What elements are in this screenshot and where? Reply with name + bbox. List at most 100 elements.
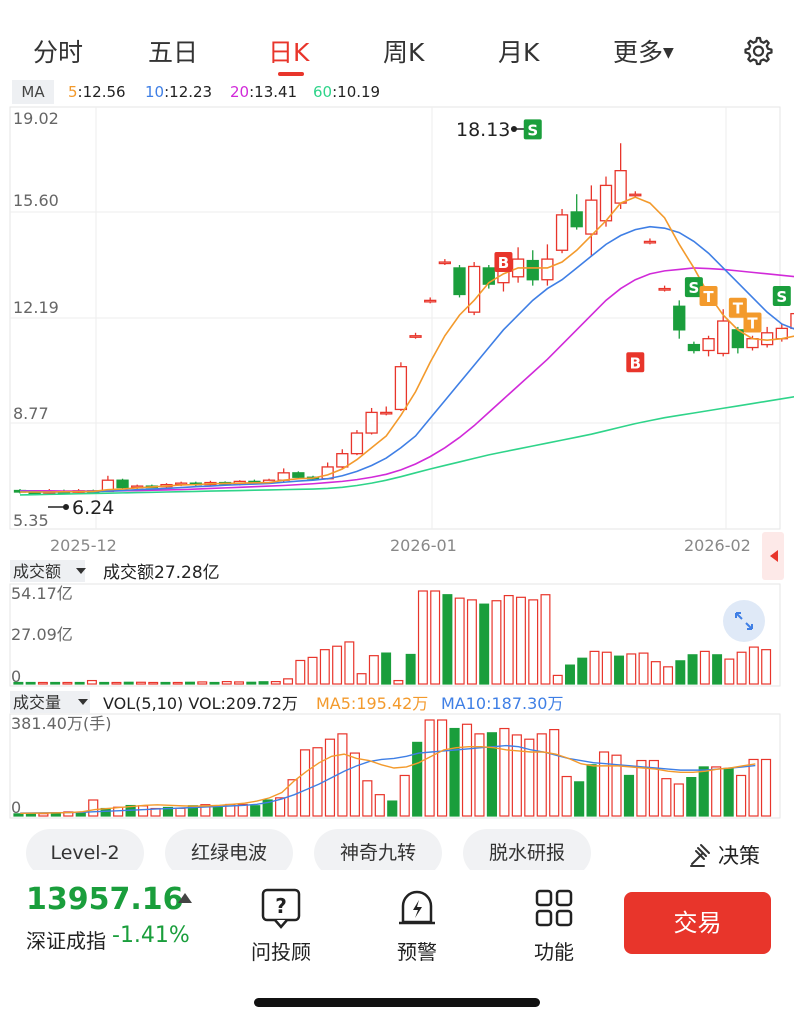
high-price-marker-dot — [511, 126, 517, 132]
volume-bar — [437, 719, 448, 817]
candle-body — [761, 332, 774, 346]
volume-bar — [349, 752, 360, 817]
signal-badge[interactable] — [494, 252, 513, 273]
caret-left-icon — [770, 550, 778, 562]
pill-research[interactable]: 脱水研报 — [463, 829, 591, 877]
tab-weekly-k[interactable]: 周K — [383, 38, 425, 67]
candle-body — [643, 240, 657, 244]
turnover-bar — [86, 679, 97, 685]
ma10-line — [19, 225, 794, 493]
turnover-bar — [135, 681, 146, 685]
volume-bar — [75, 812, 86, 817]
price-tick-3: 12.19 — [13, 298, 59, 317]
volume-bar — [698, 766, 709, 817]
signal-badge[interactable] — [743, 312, 762, 333]
candle-body — [336, 453, 349, 468]
turnover-bar — [172, 681, 183, 685]
turnover-bar — [246, 681, 257, 685]
expand-button[interactable] — [723, 600, 765, 642]
signal-badge[interactable] — [728, 297, 747, 318]
ma20-legend: 20:13.41 — [230, 83, 297, 101]
volume-bar — [561, 775, 572, 817]
price-tick-1: 19.02 — [13, 109, 59, 128]
signal-badge[interactable] — [626, 352, 645, 373]
tab-daily-k[interactable]: 日K — [268, 38, 310, 67]
volume-bar — [312, 747, 323, 817]
turnover-panel-frame — [9, 583, 781, 687]
tab-more[interactable]: 更多▼ — [613, 33, 674, 69]
volume-panel-frame — [9, 713, 781, 819]
ma-lines-layer — [19, 196, 794, 496]
candle-body — [424, 299, 437, 303]
candle-body — [717, 320, 730, 355]
trade-button[interactable]: 交易 — [624, 892, 771, 954]
turnover-bar — [123, 681, 134, 685]
ma-label[interactable]: MA — [12, 80, 54, 104]
turnover-bar — [209, 681, 220, 685]
tab-five-day[interactable]: 五日 — [148, 38, 199, 67]
turnover-bar — [258, 681, 269, 685]
turnover-bar — [283, 678, 294, 685]
turnover-bar — [160, 681, 171, 685]
signal-badge[interactable] — [772, 285, 791, 306]
turnover-bar — [528, 599, 539, 685]
volume-bar — [736, 774, 747, 817]
volume-selector-bg[interactable] — [10, 691, 90, 713]
gear-icon[interactable] — [741, 35, 773, 67]
volume-bar — [723, 768, 734, 817]
tab-monthly-k[interactable]: 月K — [498, 38, 540, 67]
turnover-bar — [589, 650, 600, 685]
advisor-label: 问投顾 — [251, 940, 311, 964]
turnover-bar — [466, 599, 477, 685]
turnover-summary: 成交额27.28亿 — [103, 563, 220, 583]
price-grid — [10, 107, 780, 529]
turnover-bar — [503, 594, 514, 685]
candle-body — [292, 472, 305, 478]
volume-bar — [760, 758, 772, 817]
turnover-selector[interactable]: 成交额 — [13, 562, 61, 581]
gavel-icon — [690, 844, 710, 867]
pill-magic-nine[interactable]: 神奇九转 — [314, 829, 442, 877]
signal-badge[interactable] — [684, 277, 703, 298]
signal-badge[interactable] — [699, 285, 718, 306]
candle-body — [541, 258, 554, 281]
volume-bar — [524, 738, 535, 817]
turnover-bar — [479, 603, 490, 685]
turnover-selector-bg[interactable] — [10, 560, 85, 582]
candle-body — [365, 411, 378, 434]
volume-bar — [598, 751, 610, 817]
signal-badge-label: T — [733, 300, 744, 318]
index-change: -1.41% — [112, 923, 190, 948]
turnover-bar — [381, 652, 392, 685]
turnover-bar — [37, 681, 48, 685]
turnover-bar — [356, 673, 367, 685]
pill-red-green-wave[interactable]: 红绿电波 — [165, 829, 293, 877]
question-bubble-icon: ? — [261, 888, 301, 929]
pill-level2[interactable]: Level-2 — [26, 829, 144, 877]
tab-intraday[interactable]: 分时 — [33, 38, 84, 67]
volume-bar — [424, 719, 435, 817]
candle-body — [526, 259, 539, 281]
signal-badge-label: T — [747, 314, 758, 332]
turnover-bar — [430, 590, 441, 685]
turnover-bar — [197, 681, 208, 685]
ma60-value: :10.19 — [332, 83, 381, 101]
volume-ma-layer — [20, 744, 756, 815]
low-price-label: 6.24 — [72, 497, 114, 519]
home-indicator — [254, 998, 540, 1007]
signal-badge[interactable] — [523, 119, 542, 140]
turnover-bar — [442, 594, 453, 685]
volume-selector[interactable]: 成交量 — [13, 693, 61, 712]
candle-body — [746, 338, 759, 349]
stock-chart[interactable]: 19.02 15.60 12.19 8.77 5.35 18.13 6.24 S… — [0, 0, 794, 830]
volume-bar — [623, 774, 635, 817]
signal-badge-label: S — [688, 279, 699, 297]
turnover-bar — [724, 658, 735, 685]
expand-icon — [735, 612, 753, 630]
high-price-label: 18.13 — [456, 119, 510, 141]
index-value[interactable]: 13957.16 — [26, 882, 184, 917]
turnover-bar — [344, 641, 355, 685]
index-name[interactable]: 深证成指 — [26, 929, 106, 953]
candle-body — [394, 366, 408, 411]
volume-bar — [399, 774, 410, 817]
